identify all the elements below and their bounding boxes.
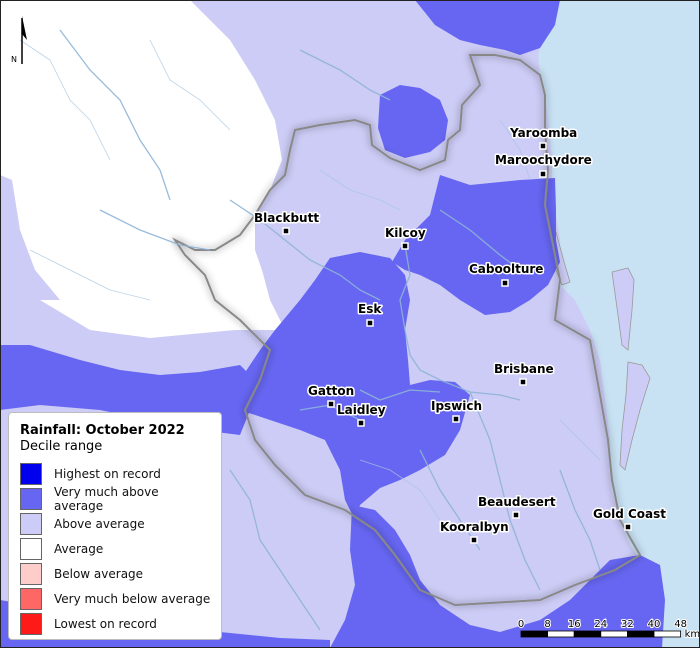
legend-swatch <box>20 462 42 485</box>
scale-segment <box>520 630 549 638</box>
legend-title: Rainfall: October 2022 <box>20 423 185 438</box>
legend-item: Lowest on record <box>20 611 211 636</box>
town-label: Yaroomba <box>509 126 577 140</box>
town: Esk <box>357 301 384 327</box>
town-label: Gatton <box>308 384 354 398</box>
town: Kooralbyn <box>439 519 510 544</box>
town: Blackbutt <box>253 210 321 235</box>
legend-label: Very much below average <box>54 591 211 606</box>
town-marker <box>539 170 547 178</box>
legend-item: Below average <box>20 561 211 586</box>
vmaa-hill <box>378 85 448 158</box>
legend-swatch <box>20 612 42 635</box>
town-marker <box>512 511 520 519</box>
scale-tick-label: 24 <box>594 619 607 630</box>
vmaa-south <box>330 505 665 648</box>
legend-label: Below average <box>54 566 144 581</box>
scale-tick-label: 48 <box>674 619 687 630</box>
legend-item: Above average <box>20 511 211 536</box>
vmaa-central <box>392 175 560 315</box>
town-marker <box>501 279 509 287</box>
town-label: Kooralbyn <box>440 520 509 534</box>
town: Brisbane <box>493 361 555 386</box>
region-boundary <box>172 54 642 607</box>
town-label: Caboolture <box>469 262 543 276</box>
town-label: Gold Coast <box>593 507 666 521</box>
town: Caboolture <box>468 261 545 287</box>
town-label: Ipswich <box>431 399 482 413</box>
legend-swatch <box>20 562 42 585</box>
legend-swatch <box>20 512 42 535</box>
scale-segment <box>547 630 575 638</box>
average-region <box>0 0 285 338</box>
island-moreton <box>611 267 635 351</box>
town-marker <box>470 536 478 544</box>
town: Yaroomba <box>508 125 579 150</box>
legend-item: Very much above average <box>20 484 211 513</box>
scale-segment <box>600 630 628 638</box>
scale-tick-label: 32 <box>621 619 634 630</box>
town: Beaudesert <box>477 494 557 519</box>
legend-label: Average <box>54 541 104 556</box>
scale-unit: km <box>685 629 700 640</box>
legend-item: Very much below average <box>20 586 211 611</box>
legend-items: Highest on record Very much above average… <box>20 461 211 636</box>
town-marker <box>357 419 365 427</box>
legend: Rainfall: October 2022 Decile range High… <box>8 412 222 640</box>
town: Ipswich <box>430 398 484 423</box>
town: Kilcoy <box>384 225 427 250</box>
scale-segment <box>627 630 655 638</box>
scale-tick-label: 0 <box>518 619 524 630</box>
town-markers: Yaroomba Maroochydore Blackbutt Kilcoy Caboo… <box>253 125 668 544</box>
scale-segment <box>573 630 602 638</box>
vmaa-north <box>415 0 560 55</box>
scale-tick-label: 40 <box>648 619 661 630</box>
legend-subtitle: Decile range <box>20 439 103 454</box>
town-marker <box>452 415 460 423</box>
legend-label: Above average <box>54 516 145 531</box>
scale-tick-label: 8 <box>544 619 550 630</box>
river-network <box>59 29 601 631</box>
town-marker <box>401 242 409 250</box>
legend-swatch <box>20 587 42 610</box>
town-label: Kilcoy <box>385 226 426 240</box>
legend-label: Very much above average <box>54 484 159 513</box>
town-marker <box>282 227 290 235</box>
town: Maroochydore <box>494 152 593 178</box>
legend-swatch <box>20 487 42 510</box>
north-arrow: N <box>11 16 27 64</box>
town-marker <box>519 378 527 386</box>
town-marker <box>327 400 335 408</box>
legend-item: Average <box>20 536 211 561</box>
town-marker <box>366 319 374 327</box>
town-label: Laidley <box>337 403 386 417</box>
scale-tick-label: 16 <box>568 619 581 630</box>
town-label: Maroochydore <box>495 153 592 167</box>
legend-label: Highest on record <box>54 466 161 481</box>
town-label: Blackbutt <box>254 211 319 225</box>
town: Laidley <box>336 402 387 427</box>
average-region-west <box>0 175 60 300</box>
town-label: Beaudesert <box>478 495 556 509</box>
vmaa-west <box>240 252 470 520</box>
legend-swatch <box>20 537 42 560</box>
town-marker <box>539 142 547 150</box>
legend-item: Highest on record <box>20 461 211 486</box>
scale-segment <box>653 630 682 638</box>
town-marker <box>624 523 632 531</box>
town: Gatton <box>307 383 356 408</box>
north-label: N <box>11 55 17 64</box>
island-stradbroke <box>619 361 651 471</box>
legend-label: Lowest on record <box>54 616 157 631</box>
town: Gold Coast <box>592 506 668 531</box>
town-label: Esk <box>358 302 382 316</box>
town-label: Brisbane <box>494 362 554 376</box>
